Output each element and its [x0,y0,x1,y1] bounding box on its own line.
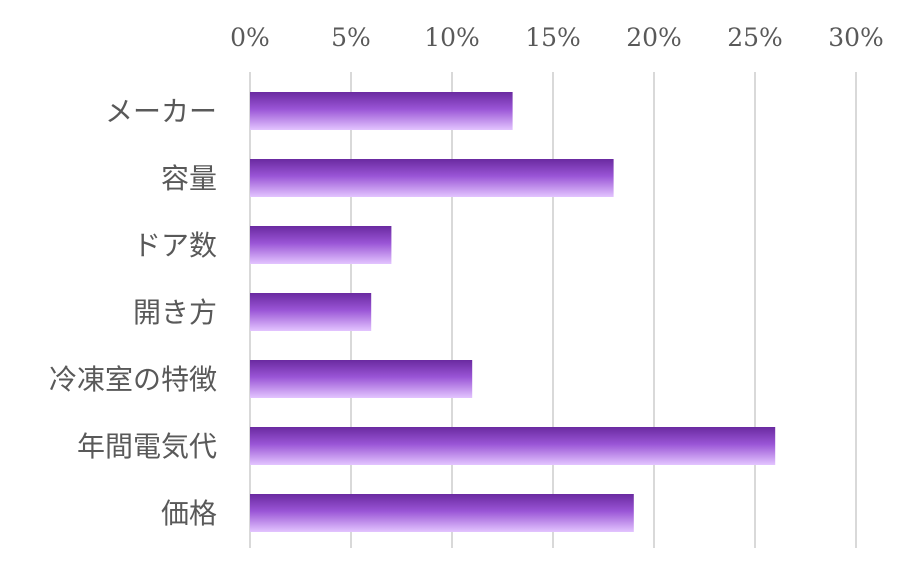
category-label: 開き方 [133,296,217,329]
x-tick-label: 10% [424,23,480,52]
x-axis-tick-labels: 0% 5% 10% 15% 20% 25% 30% [230,23,884,52]
category-label: 冷凍室の特徴 [49,363,217,396]
bar [250,293,372,331]
bar [250,92,513,130]
x-tick-label: 20% [626,23,682,52]
gridlines [249,72,857,548]
bar [250,360,473,398]
x-tick-label: 15% [525,23,581,52]
x-tick-label: 0% [230,23,270,52]
category-label: 容量 [161,162,217,195]
bar [250,159,614,197]
x-tick-label: 30% [828,23,884,52]
category-label: 年間電気代 [77,430,217,463]
x-tick-label: 25% [727,23,783,52]
bar [250,494,634,532]
category-label: 価格 [161,497,217,530]
bar [250,427,776,465]
x-tick-label: 5% [331,23,371,52]
category-label: ドア数 [133,229,217,262]
category-label: メーカー [105,95,217,128]
bars [250,92,776,532]
bar [250,226,392,264]
